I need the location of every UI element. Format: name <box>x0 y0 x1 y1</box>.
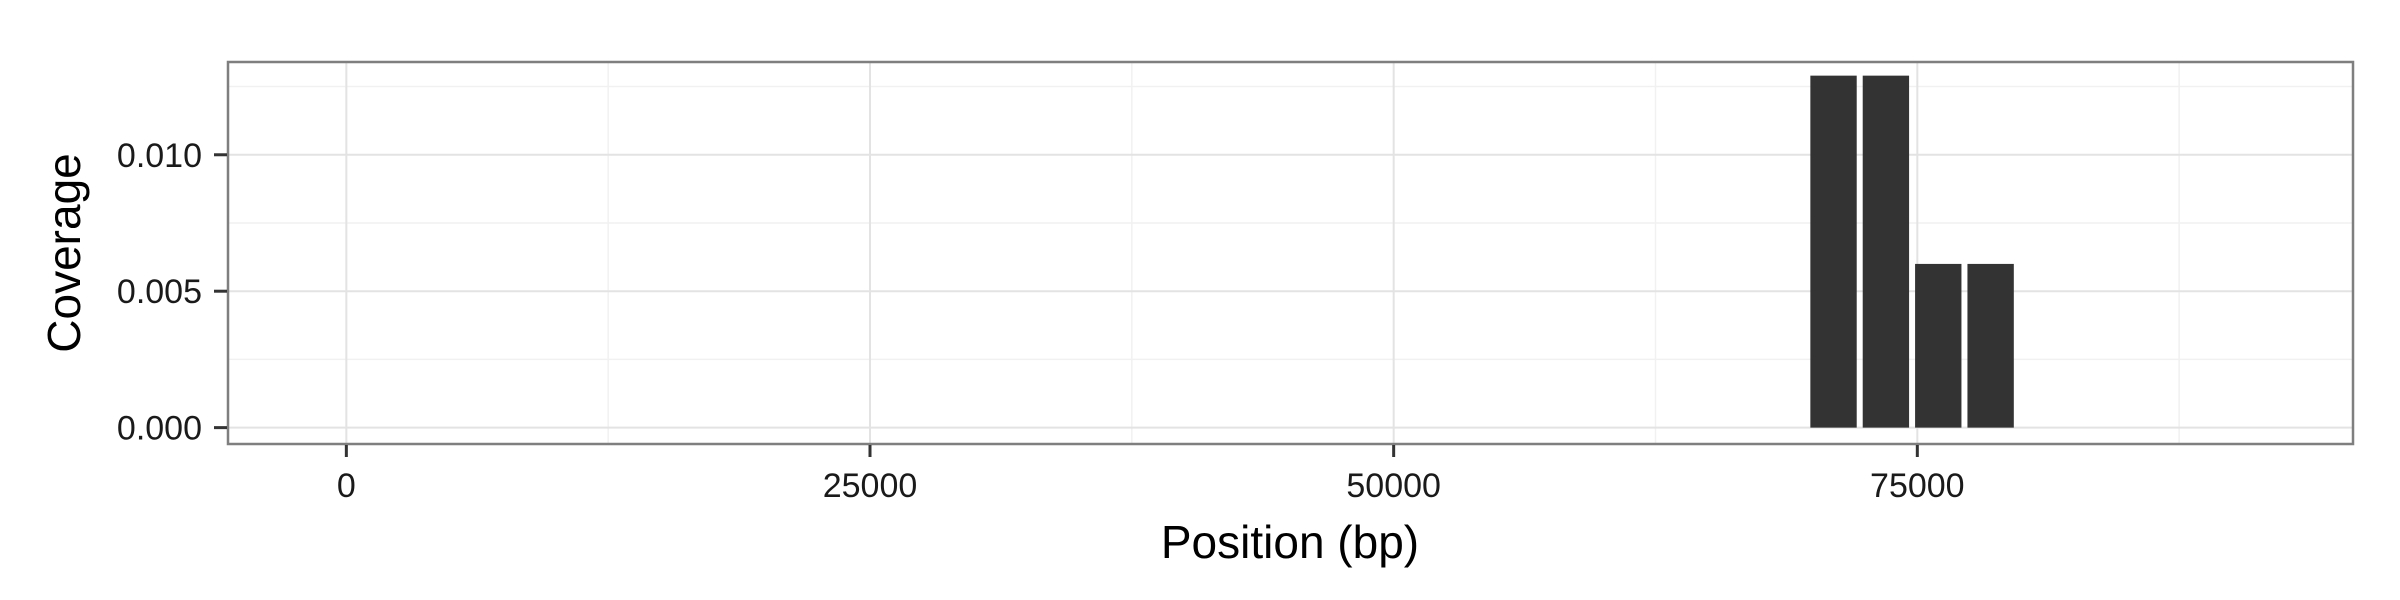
x-axis-ticks: 0 25000 50000 75000 <box>337 445 1965 505</box>
y-tick-label: 0.010 <box>117 137 202 175</box>
y-axis-title: Coverage <box>38 153 90 352</box>
x-tick-label: 50000 <box>1346 467 1441 505</box>
bar <box>1810 75 1857 428</box>
x-tick-label: 75000 <box>1870 467 1965 505</box>
plot-panel <box>228 62 2353 444</box>
x-tick-label: 0 <box>337 467 356 505</box>
y-axis-ticks: 0.000 0.005 0.010 <box>117 137 227 448</box>
bar <box>1967 263 2014 428</box>
x-tick-label: 25000 <box>823 467 918 505</box>
plot-border <box>226 60 2355 446</box>
bars <box>1810 75 2014 428</box>
y-tick-label: 0.000 <box>117 410 202 448</box>
bar <box>1915 263 1962 428</box>
y-tick-label: 0.005 <box>117 273 202 311</box>
x-axis-title: Position (bp) <box>1161 516 1419 568</box>
bar <box>1862 75 1910 428</box>
